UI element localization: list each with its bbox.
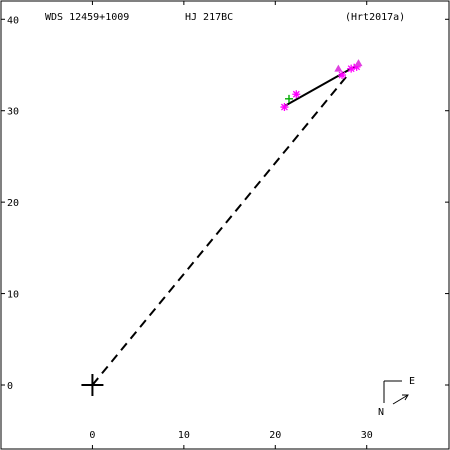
y-tick-label: 20 — [7, 198, 19, 209]
compass-east-label: E — [409, 376, 415, 387]
observation-asterisk — [338, 71, 347, 80]
y-tick-label: 0 — [7, 381, 13, 392]
y-tick-label: 10 — [7, 290, 19, 301]
pair-name: HJ 217BC — [185, 12, 233, 23]
x-tick-label: 20 — [269, 430, 281, 441]
y-tick-label: 40 — [7, 15, 19, 26]
compass: E N — [378, 376, 415, 418]
x-tick-label: 0 — [89, 430, 95, 441]
primary-star-cross — [81, 374, 104, 396]
compass-motion-arrow — [392, 394, 409, 405]
reference: (Hrt2017a) — [345, 12, 405, 23]
y-tick-label: 30 — [7, 107, 19, 118]
compass-arrow-head — [402, 394, 409, 401]
observation-plus — [285, 94, 293, 103]
x-tick-label: 10 — [178, 430, 190, 441]
compass-north-label: N — [378, 407, 384, 418]
observation-asterisk — [280, 103, 289, 112]
primary-to-latest-line — [91, 73, 350, 386]
observation-points — [280, 59, 363, 112]
wds-id: WDS 12459+1009 — [45, 12, 129, 23]
observation-asterisk — [352, 62, 361, 71]
primary-star-marker — [81, 374, 104, 396]
orbit-segment — [283, 64, 359, 108]
observation-asterisk — [347, 64, 356, 73]
dashed-connector — [91, 73, 350, 386]
orbit-segment-line — [283, 64, 359, 108]
x-tick-label: 30 — [361, 430, 373, 441]
observation-asterisk — [292, 90, 301, 99]
observation-triangle — [334, 64, 343, 72]
observation-triangle — [354, 59, 363, 67]
